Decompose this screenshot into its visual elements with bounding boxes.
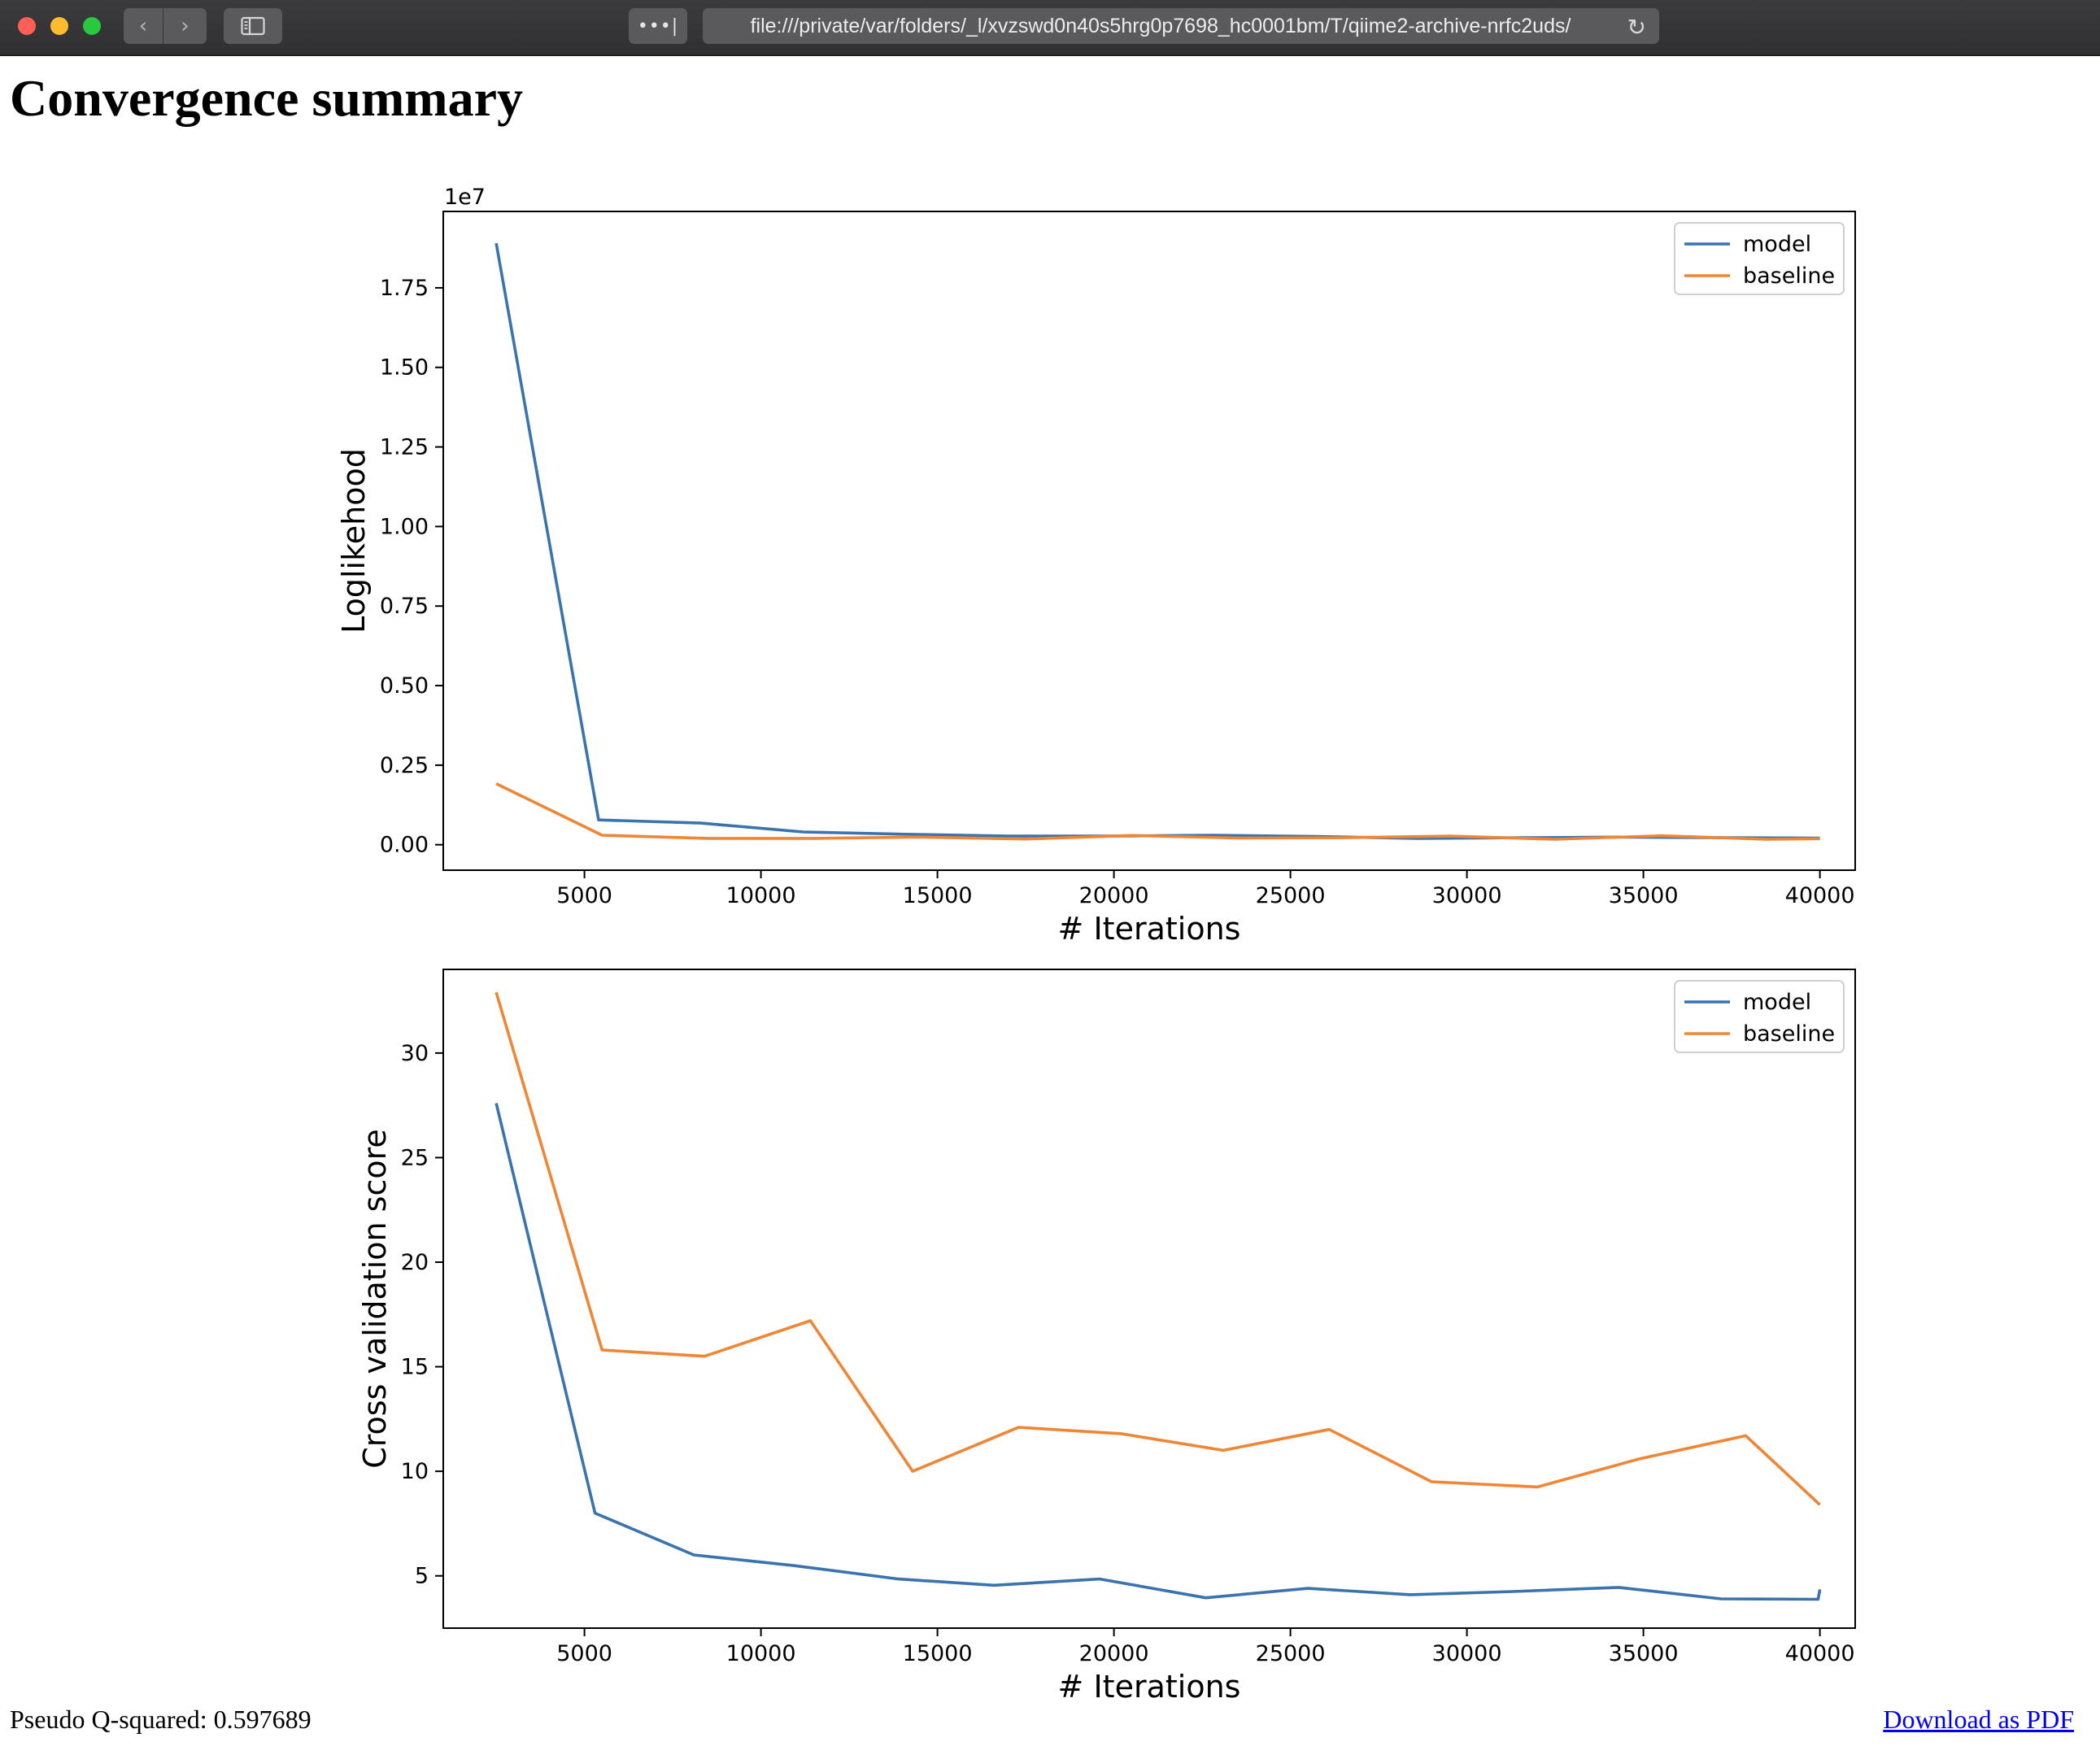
x-tick-label: 30000: [1432, 1641, 1502, 1666]
y-tick-label: 25: [401, 1145, 429, 1170]
back-button[interactable]: ‹: [124, 8, 163, 44]
x-axis-label: # Iterations: [1058, 1669, 1241, 1705]
x-tick-label: 35000: [1609, 1641, 1679, 1666]
chevron-left-icon: ‹: [138, 14, 148, 38]
x-tick-label: 5000: [556, 883, 612, 908]
plot-frame: [442, 211, 1856, 871]
x-tick-label: 40000: [1785, 883, 1855, 908]
x-tick-label: 5000: [556, 1641, 612, 1666]
legend-label-model: model: [1743, 232, 1811, 257]
y-tick-label: 15: [401, 1355, 429, 1380]
legend-label-baseline: baseline: [1743, 263, 1835, 289]
legend-label-baseline: baseline: [1743, 1021, 1835, 1047]
pseudo-q-squared-text: Pseudo Q-squared: 0.597689: [10, 1705, 312, 1734]
x-tick-label: 40000: [1785, 1641, 1855, 1666]
sidebar-icon: [241, 16, 265, 36]
forward-button[interactable]: ›: [163, 8, 207, 44]
x-tick-label: 20000: [1079, 883, 1149, 908]
y-tick-label: 20: [401, 1250, 429, 1275]
y-tick-label: 1.25: [380, 435, 429, 460]
y-tick-label: 0.25: [380, 753, 429, 778]
download-pdf-link[interactable]: Download as PDF: [1883, 1705, 2074, 1734]
reader-button-label: •••|: [637, 15, 679, 37]
y-tick-label: 30: [401, 1041, 429, 1066]
window-close-button[interactable]: [18, 17, 36, 35]
address-bar[interactable]: file:///private/var/folders/_l/xvzswd0n4…: [703, 8, 1659, 44]
series-line-model: [495, 1103, 1822, 1601]
legend: model baseline: [1674, 980, 1845, 1053]
chart-2: 5000 10000 15000 20000 25000 30000 35000 40000 5…: [357, 969, 1856, 1705]
y-tick-label: 1.75: [380, 276, 429, 301]
chevron-right-icon: ›: [181, 14, 190, 38]
y-tick-label: 1.50: [380, 355, 429, 381]
x-tick-label: 10000: [726, 1641, 796, 1666]
legend-label-model: model: [1743, 990, 1811, 1015]
x-tick-label: 30000: [1432, 883, 1502, 908]
browser-toolbar: ‹ › •••| file:///private/var/folders/_l/…: [0, 0, 2100, 56]
sidebar-toggle-button[interactable]: [224, 8, 282, 44]
x-tick-label: 20000: [1079, 1641, 1149, 1666]
y-tick-label: 0.75: [380, 594, 429, 619]
x-tick-label: 35000: [1609, 883, 1679, 908]
y-tick-label: 0.50: [380, 673, 429, 699]
y-axis-label: Loglikehood: [336, 448, 372, 634]
reader-button[interactable]: •••|: [629, 8, 687, 44]
y-tick-label: 10: [401, 1459, 429, 1484]
chart-1: 5000 10000 15000 20000 25000 30000 35000 40000 0…: [336, 185, 1856, 947]
y-axis-offset-label: 1e7: [444, 185, 486, 210]
address-bar-url: file:///private/var/folders/_l/xvzswd0n4…: [750, 14, 1571, 37]
x-tick-label: 10000: [726, 883, 796, 908]
x-tick-label: 25000: [1256, 883, 1326, 908]
window-maximize-button[interactable]: [83, 17, 101, 35]
series-line-baseline: [495, 782, 1820, 841]
x-tick-label: 25000: [1256, 1641, 1326, 1666]
x-tick-label: 15000: [903, 1641, 973, 1666]
y-axis-label: Cross validation score: [357, 1129, 393, 1469]
window-minimize-button[interactable]: [50, 17, 68, 35]
page-title: Convergence summary: [10, 69, 523, 127]
x-tick-label: 15000: [903, 883, 973, 908]
x-axis-label: # Iterations: [1058, 911, 1241, 947]
plot-frame: [442, 969, 1856, 1629]
y-tick-label: 5: [415, 1564, 429, 1589]
series-line-model: [495, 242, 1820, 840]
y-tick-label: 0.00: [380, 833, 429, 858]
series-line-baseline: [495, 991, 1821, 1506]
y-tick-label: 1.00: [380, 514, 429, 539]
legend: model baseline: [1674, 222, 1845, 295]
reload-icon[interactable]: ↻: [1627, 14, 1646, 41]
